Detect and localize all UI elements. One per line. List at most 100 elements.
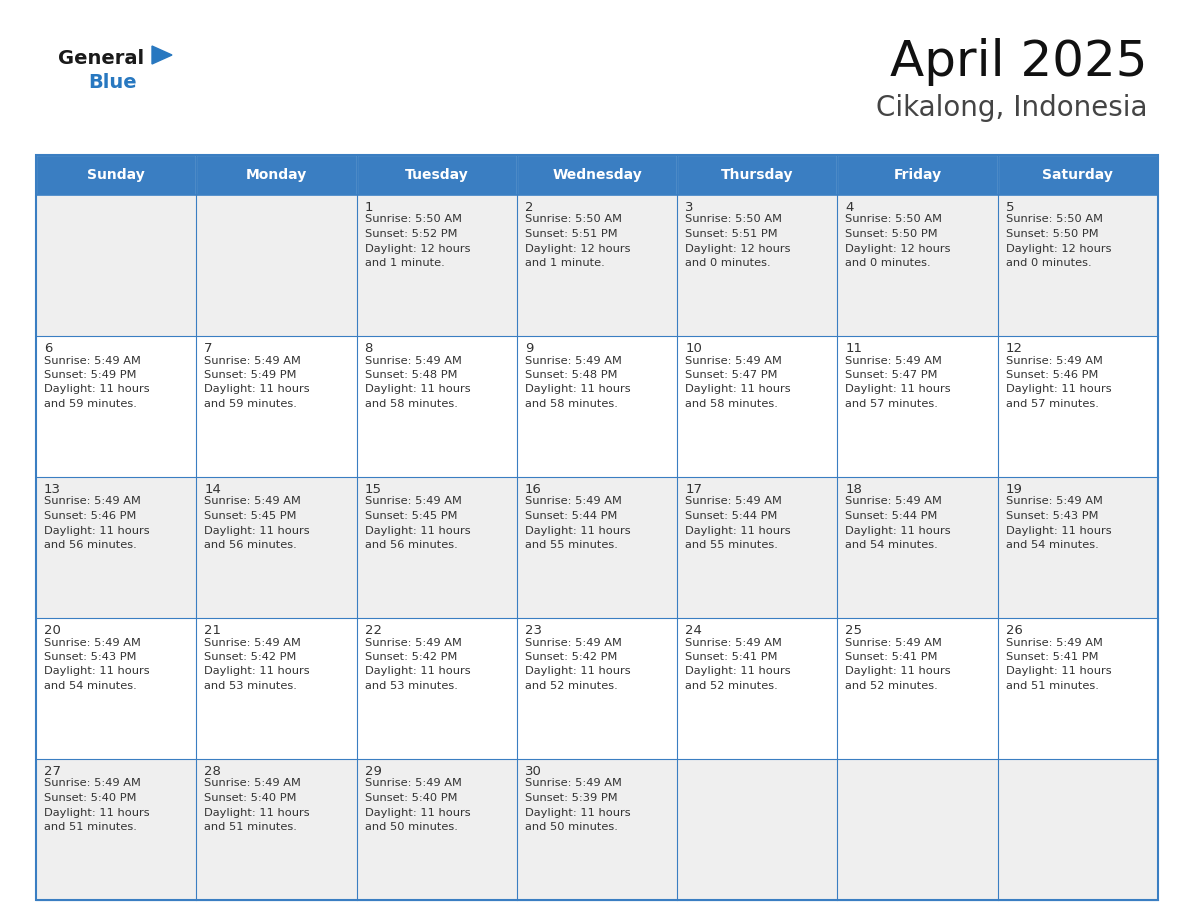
Bar (36, 759, 196, 900)
Bar (838, 336, 998, 477)
Text: and 51 minutes.: and 51 minutes. (44, 822, 137, 832)
Text: and 56 minutes.: and 56 minutes. (365, 540, 457, 550)
Text: Sunrise: 5:49 AM: Sunrise: 5:49 AM (846, 637, 942, 647)
Text: and 52 minutes.: and 52 minutes. (525, 681, 618, 691)
Text: 30: 30 (525, 765, 542, 778)
Bar (356, 155, 517, 195)
Text: 27: 27 (44, 765, 61, 778)
Text: Daylight: 11 hours: Daylight: 11 hours (44, 385, 150, 395)
Bar (998, 155, 1158, 195)
Text: 4: 4 (846, 201, 854, 214)
Bar (677, 195, 838, 336)
Text: Sunset: 5:49 PM: Sunset: 5:49 PM (44, 370, 137, 380)
Text: and 59 minutes.: and 59 minutes. (44, 399, 137, 409)
Text: Daylight: 11 hours: Daylight: 11 hours (685, 666, 791, 677)
Text: 28: 28 (204, 765, 221, 778)
Text: Daylight: 12 hours: Daylight: 12 hours (846, 243, 950, 253)
Text: Sunrise: 5:49 AM: Sunrise: 5:49 AM (846, 355, 942, 365)
Text: and 50 minutes.: and 50 minutes. (525, 822, 618, 832)
Bar (838, 195, 998, 336)
Text: Daylight: 11 hours: Daylight: 11 hours (365, 525, 470, 535)
Bar (36, 477, 196, 618)
Text: 18: 18 (846, 483, 862, 496)
Text: Sunset: 5:41 PM: Sunset: 5:41 PM (846, 652, 939, 662)
Bar (356, 759, 517, 900)
Text: Daylight: 11 hours: Daylight: 11 hours (525, 525, 631, 535)
Text: Sunrise: 5:49 AM: Sunrise: 5:49 AM (685, 637, 782, 647)
Bar (36, 155, 1158, 900)
Text: Sunset: 5:40 PM: Sunset: 5:40 PM (204, 793, 297, 803)
Text: and 58 minutes.: and 58 minutes. (365, 399, 457, 409)
Text: Sunrise: 5:49 AM: Sunrise: 5:49 AM (1006, 355, 1102, 365)
Text: Daylight: 11 hours: Daylight: 11 hours (44, 525, 150, 535)
Text: Sunset: 5:50 PM: Sunset: 5:50 PM (846, 229, 939, 239)
Text: Saturday: Saturday (1042, 168, 1113, 182)
Text: and 58 minutes.: and 58 minutes. (525, 399, 618, 409)
Text: and 53 minutes.: and 53 minutes. (204, 681, 297, 691)
Text: Sunset: 5:39 PM: Sunset: 5:39 PM (525, 793, 618, 803)
Bar (36, 155, 196, 195)
Text: Sunset: 5:50 PM: Sunset: 5:50 PM (1006, 229, 1099, 239)
Text: Daylight: 11 hours: Daylight: 11 hours (44, 808, 150, 818)
Text: Daylight: 11 hours: Daylight: 11 hours (846, 666, 952, 677)
Text: 9: 9 (525, 342, 533, 355)
Text: and 0 minutes.: and 0 minutes. (1006, 258, 1092, 268)
Bar (677, 477, 838, 618)
Bar (196, 336, 356, 477)
Text: Sunset: 5:44 PM: Sunset: 5:44 PM (685, 511, 777, 521)
Text: Sunset: 5:40 PM: Sunset: 5:40 PM (365, 793, 457, 803)
Bar (36, 195, 196, 336)
Text: Daylight: 11 hours: Daylight: 11 hours (365, 666, 470, 677)
Text: Sunrise: 5:49 AM: Sunrise: 5:49 AM (44, 778, 141, 789)
Bar (677, 759, 838, 900)
Text: Sunset: 5:43 PM: Sunset: 5:43 PM (1006, 511, 1098, 521)
Text: Daylight: 11 hours: Daylight: 11 hours (1006, 385, 1111, 395)
Text: Sunset: 5:41 PM: Sunset: 5:41 PM (685, 652, 778, 662)
Bar (838, 477, 998, 618)
Bar (998, 336, 1158, 477)
Text: Daylight: 12 hours: Daylight: 12 hours (365, 243, 470, 253)
Text: Sunrise: 5:49 AM: Sunrise: 5:49 AM (1006, 497, 1102, 507)
Text: Daylight: 12 hours: Daylight: 12 hours (1006, 243, 1111, 253)
Text: and 53 minutes.: and 53 minutes. (365, 681, 457, 691)
Bar (838, 759, 998, 900)
Text: 2: 2 (525, 201, 533, 214)
Text: Sunrise: 5:49 AM: Sunrise: 5:49 AM (525, 497, 621, 507)
Text: Daylight: 11 hours: Daylight: 11 hours (204, 808, 310, 818)
Bar (36, 336, 196, 477)
Text: 14: 14 (204, 483, 221, 496)
Text: Sunset: 5:45 PM: Sunset: 5:45 PM (365, 511, 457, 521)
Bar (998, 195, 1158, 336)
Text: 7: 7 (204, 342, 213, 355)
Text: Sunrise: 5:49 AM: Sunrise: 5:49 AM (44, 497, 141, 507)
Text: Sunrise: 5:49 AM: Sunrise: 5:49 AM (204, 497, 302, 507)
Text: Sunset: 5:47 PM: Sunset: 5:47 PM (685, 370, 778, 380)
Text: Daylight: 11 hours: Daylight: 11 hours (846, 385, 952, 395)
Text: Sunrise: 5:49 AM: Sunrise: 5:49 AM (685, 355, 782, 365)
Text: Friday: Friday (893, 168, 942, 182)
Text: Sunrise: 5:49 AM: Sunrise: 5:49 AM (365, 778, 461, 789)
Text: Sunrise: 5:49 AM: Sunrise: 5:49 AM (365, 497, 461, 507)
Text: 3: 3 (685, 201, 694, 214)
Text: 26: 26 (1006, 624, 1023, 637)
Text: Daylight: 11 hours: Daylight: 11 hours (525, 385, 631, 395)
Text: and 59 minutes.: and 59 minutes. (204, 399, 297, 409)
Text: Thursday: Thursday (721, 168, 794, 182)
Bar (196, 195, 356, 336)
Bar (196, 618, 356, 759)
Text: 25: 25 (846, 624, 862, 637)
Bar (838, 618, 998, 759)
Text: Sunrise: 5:49 AM: Sunrise: 5:49 AM (1006, 637, 1102, 647)
Text: Sunrise: 5:49 AM: Sunrise: 5:49 AM (525, 637, 621, 647)
Text: Daylight: 11 hours: Daylight: 11 hours (1006, 525, 1111, 535)
Text: and 51 minutes.: and 51 minutes. (204, 822, 297, 832)
Text: Daylight: 11 hours: Daylight: 11 hours (685, 385, 791, 395)
Text: Daylight: 11 hours: Daylight: 11 hours (365, 808, 470, 818)
Bar (998, 759, 1158, 900)
Text: and 54 minutes.: and 54 minutes. (1006, 540, 1099, 550)
Text: Daylight: 11 hours: Daylight: 11 hours (44, 666, 150, 677)
Text: Sunrise: 5:50 AM: Sunrise: 5:50 AM (1006, 215, 1102, 225)
Text: Sunrise: 5:49 AM: Sunrise: 5:49 AM (204, 355, 302, 365)
Text: Sunrise: 5:50 AM: Sunrise: 5:50 AM (685, 215, 782, 225)
Text: 10: 10 (685, 342, 702, 355)
